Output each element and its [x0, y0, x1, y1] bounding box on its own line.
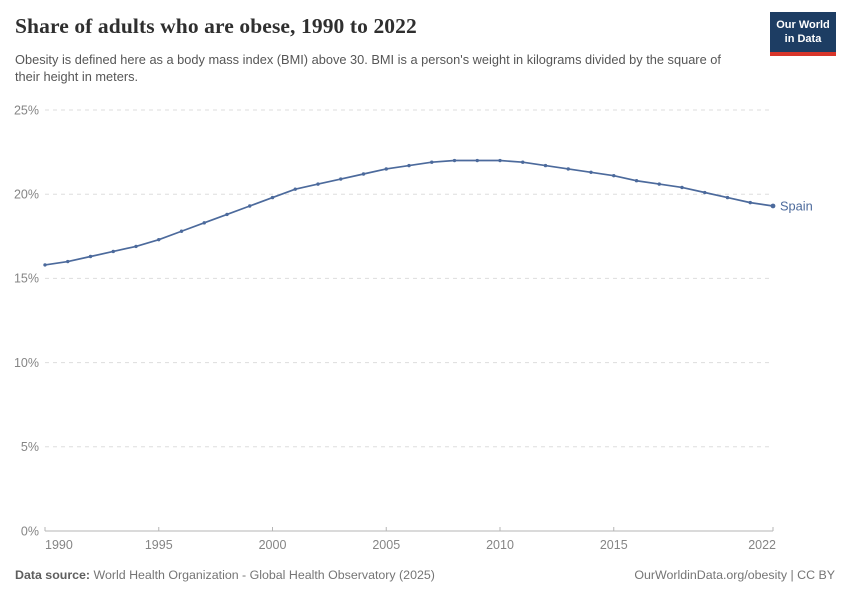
x-tick-label: 2022 [748, 538, 776, 552]
chart-footer: Data source: World Health Organization -… [15, 568, 835, 582]
owid-logo-line2: in Data [784, 33, 822, 46]
data-point[interactable] [430, 160, 434, 164]
x-tick-label: 2005 [372, 538, 400, 552]
data-point[interactable] [384, 167, 388, 171]
data-point[interactable] [589, 170, 593, 175]
data-point[interactable] [157, 237, 161, 242]
data-point[interactable] [498, 158, 502, 163]
data-point[interactable] [225, 212, 229, 217]
data-point[interactable] [475, 158, 479, 163]
y-tick-label: 5% [21, 440, 39, 454]
data-point[interactable] [361, 172, 366, 176]
x-tick-label: 1995 [145, 538, 173, 552]
data-point[interactable] [339, 177, 343, 181]
data-point[interactable] [657, 182, 661, 186]
data-point[interactable] [770, 203, 776, 209]
data-point[interactable] [134, 244, 138, 249]
owid-logo-line1: Our World [776, 19, 830, 31]
data-point[interactable] [452, 158, 457, 163]
y-tick-label: 0% [21, 524, 39, 538]
page-title: Share of adults who are obese, 1990 to 2… [15, 14, 417, 38]
data-source: Data source: World Health Organization -… [15, 568, 435, 582]
data-point[interactable] [43, 263, 47, 267]
data-point[interactable] [680, 185, 684, 190]
chart-subtitle: Obesity is defined here as a body mass i… [15, 52, 721, 85]
y-tick-label: 15% [14, 272, 39, 286]
data-point[interactable] [634, 179, 639, 183]
data-point[interactable] [179, 229, 184, 233]
data-point[interactable] [703, 190, 707, 195]
data-point[interactable] [66, 259, 70, 264]
data-point[interactable] [521, 160, 525, 164]
data-point[interactable] [725, 195, 730, 200]
data-point[interactable] [612, 173, 616, 178]
owid-logo[interactable]: Our World in Data [770, 12, 836, 56]
data-point[interactable] [111, 249, 115, 254]
x-tick-label: 2015 [600, 538, 628, 552]
x-tick-label: 1990 [45, 538, 73, 552]
data-point[interactable] [270, 195, 275, 200]
series-line-spain[interactable] [44, 159, 774, 266]
data-source-value: World Health Organization - Global Healt… [93, 568, 435, 582]
data-point[interactable] [248, 204, 252, 208]
data-point[interactable] [202, 221, 206, 225]
x-tick-label: 2000 [259, 538, 287, 552]
y-tick-label: 20% [14, 188, 39, 202]
data-point[interactable] [748, 200, 752, 205]
data-point[interactable] [407, 163, 411, 168]
data-point[interactable] [293, 187, 297, 191]
y-tick-label: 25% [14, 103, 39, 117]
y-tick-label: 10% [14, 356, 39, 370]
x-tick-label: 2010 [486, 538, 514, 552]
entity-label-spain[interactable]: Spain [780, 198, 813, 213]
data-point[interactable] [316, 182, 320, 186]
data-point[interactable] [543, 163, 548, 168]
data-point[interactable] [566, 167, 570, 171]
data-point[interactable] [88, 254, 93, 259]
data-source-label: Data source: [15, 568, 91, 582]
footer-link[interactable]: OurWorldinData.org/obesity | CC BY [634, 568, 835, 582]
